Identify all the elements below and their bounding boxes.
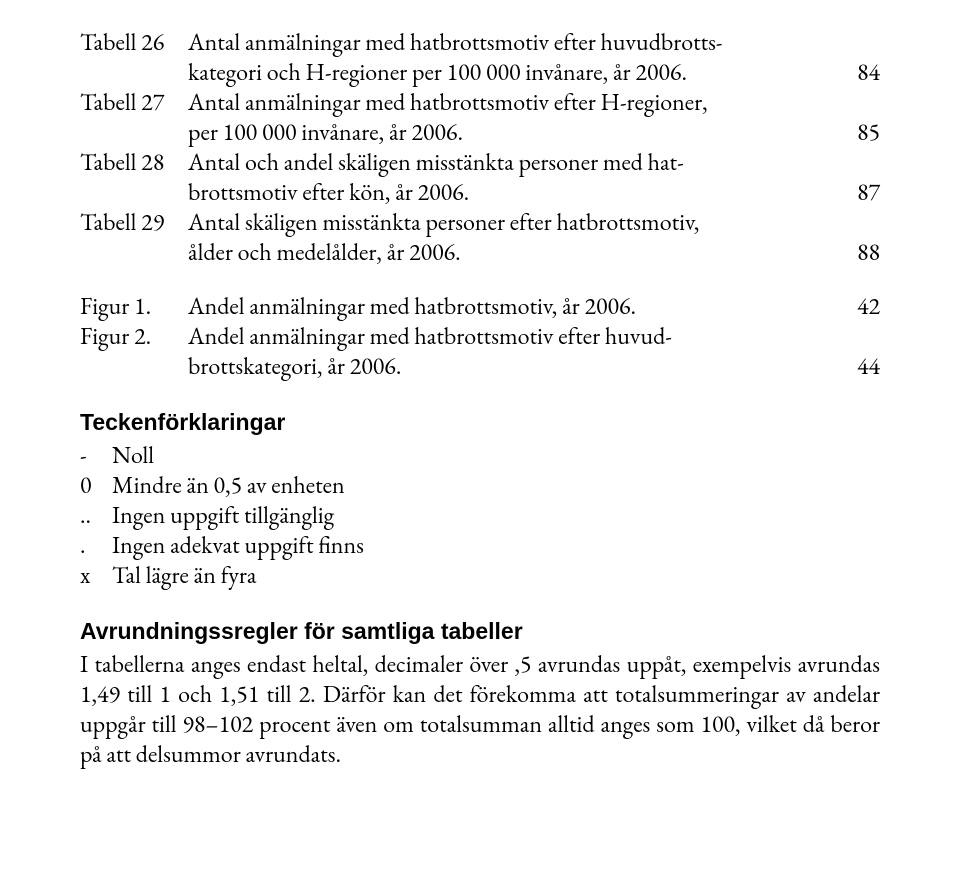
legend-item: .. Ingen uppgift tillgänglig <box>80 501 880 531</box>
spacer <box>80 268 880 292</box>
legend-text: Ingen adekvat uppgift finns <box>112 531 880 561</box>
toc-desc: Antal skäligen misstänkta personer efter… <box>188 208 832 268</box>
toc-row-figur-2: Figur 2. Andel anmälningar med hatbrotts… <box>80 322 880 382</box>
toc-label: Tabell 26 <box>80 28 188 58</box>
legend-text: Ingen uppgift tillgänglig <box>112 501 880 531</box>
legend-symbol: . <box>80 531 112 561</box>
table-of-contents: Tabell 26 Antal anmälningar med hatbrott… <box>80 28 880 382</box>
legend-symbol: .. <box>80 501 112 531</box>
legend-symbol: 0 <box>80 471 112 501</box>
toc-page: 87 <box>832 178 880 208</box>
toc-label: Tabell 29 <box>80 208 188 238</box>
toc-page: 44 <box>832 352 880 382</box>
toc-page: 85 <box>832 118 880 148</box>
rounding-heading: Avrundningssregler för samtliga tabeller <box>80 617 880 646</box>
legend-item: . Ingen adekvat uppgift finns <box>80 531 880 561</box>
legend-list: - Noll 0 Mindre än 0,5 av enheten .. Ing… <box>80 441 880 591</box>
legend-item: - Noll <box>80 441 880 471</box>
toc-desc: Andel anmälningar med hatbrottsmotiv, år… <box>188 292 832 322</box>
toc-row-tabell-29: Tabell 29 Antal skäligen misstänkta pers… <box>80 208 880 268</box>
legend-item: 0 Mindre än 0,5 av enheten <box>80 471 880 501</box>
legend-text: Tal lägre än fyra <box>112 561 880 591</box>
legend-symbol: x <box>80 561 112 591</box>
toc-label: Figur 1. <box>80 292 188 322</box>
legend-symbol: - <box>80 441 112 471</box>
toc-page: 88 <box>832 238 880 268</box>
legend-text: Noll <box>112 441 880 471</box>
toc-row-tabell-26: Tabell 26 Antal anmälningar med hatbrott… <box>80 28 880 88</box>
toc-page: 42 <box>832 292 880 322</box>
toc-row-tabell-28: Tabell 28 Antal och andel skäligen misst… <box>80 148 880 208</box>
toc-desc: Antal anmälningar med hatbrottsmotiv eft… <box>188 88 832 148</box>
toc-row-tabell-27: Tabell 27 Antal anmälningar med hatbrott… <box>80 88 880 148</box>
toc-page: 84 <box>832 58 880 88</box>
toc-label: Figur 2. <box>80 322 188 352</box>
toc-desc: Andel anmälningar med hatbrottsmotiv eft… <box>188 322 832 382</box>
toc-label: Tabell 28 <box>80 148 188 178</box>
legend-text: Mindre än 0,5 av enheten <box>112 471 880 501</box>
legend-heading: Teckenförklaringar <box>80 408 880 437</box>
toc-label: Tabell 27 <box>80 88 188 118</box>
legend-item: x Tal lägre än fyra <box>80 561 880 591</box>
rounding-body: I tabellerna anges endast heltal, decima… <box>80 650 880 770</box>
toc-desc: Antal och andel skäligen misstänkta pers… <box>188 148 832 208</box>
toc-row-figur-1: Figur 1. Andel anmälningar med hatbrotts… <box>80 292 880 322</box>
toc-desc: Antal anmälningar med hatbrottsmotiv eft… <box>188 28 832 88</box>
